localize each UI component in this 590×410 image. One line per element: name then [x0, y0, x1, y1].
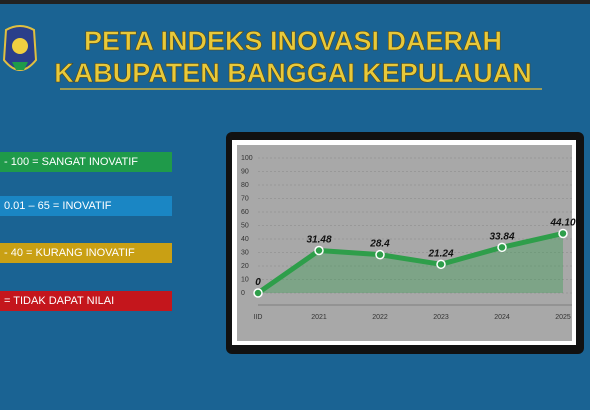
point: [314, 245, 324, 256]
line: [256, 231, 564, 296]
legend-label: 0.01 – 65 = INOVATIF: [4, 200, 112, 212]
title-line-1: PETA INDEKS INOVASI DAERAH: [84, 26, 502, 56]
y-tick-label: 70: [241, 195, 249, 202]
point: [253, 288, 263, 298]
y-tick-label: 30: [241, 249, 249, 256]
y-tick-label: 90: [241, 168, 249, 175]
value-label: 33.84: [489, 231, 514, 242]
logo: [2, 25, 38, 71]
legend-label: - 100 = SANGAT INOVATIF: [4, 156, 138, 168]
point: [558, 228, 568, 239]
x-tick-label: IID: [254, 314, 263, 321]
y-tick-label: 80: [241, 182, 249, 189]
y-tick-label: 100: [241, 155, 253, 162]
y-tick-label: 10: [241, 276, 249, 283]
x-tick-label: 2021: [311, 314, 327, 321]
point: [436, 259, 446, 270]
value-label: 21.24: [427, 248, 453, 259]
legend-label: - 40 = KURANG INOVATIF: [4, 247, 135, 259]
x-tick-label: 2023: [433, 314, 449, 321]
point: [375, 249, 385, 260]
legend-box: [0, 291, 172, 311]
top-bar: [0, 0, 590, 4]
y-tick-label: 40: [241, 236, 249, 243]
x-tick-label: 2024: [494, 314, 510, 321]
y-tick-label: 50: [241, 222, 249, 229]
y-tick-label: 20: [241, 263, 249, 270]
y-tick-label: 60: [241, 209, 249, 216]
legend-box: [0, 243, 172, 263]
line-area: [258, 233, 563, 293]
point: [497, 242, 507, 253]
y-tick-label: 0: [241, 290, 245, 297]
value-label: 28.4: [369, 239, 390, 250]
legend-label: = TIDAK DAPAT NILAI: [4, 295, 114, 307]
value-label: 31.48: [306, 235, 331, 246]
title-line-2: KABUPATEN BANGGAI KEPULAUAN: [54, 58, 532, 88]
value-label: 0: [255, 277, 261, 288]
x-tick-label: 2022: [372, 314, 388, 321]
value-label: 44.10: [549, 217, 575, 228]
legend-box: [0, 196, 172, 216]
legend-box: [0, 152, 172, 172]
x-tick-label: 2025: [555, 314, 571, 321]
